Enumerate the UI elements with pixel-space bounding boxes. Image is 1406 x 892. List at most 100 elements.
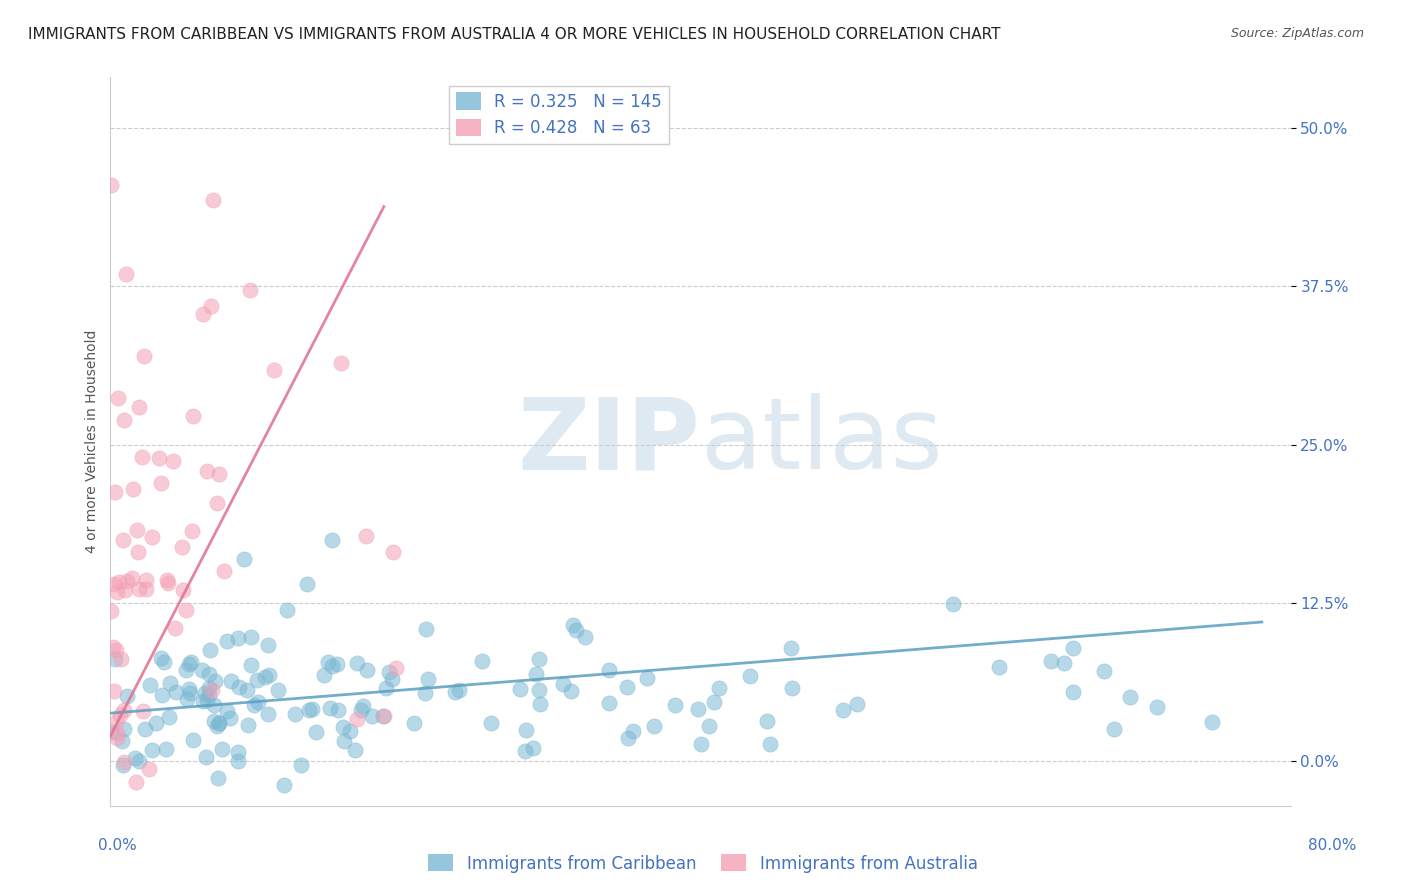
Point (110, 652, 132, 666)
Point (104, 485, 127, 500)
Point (112, 533, 135, 548)
Point (339, 723, 361, 738)
Point (243, 698, 266, 712)
Point (246, 695, 269, 709)
Text: 80.0%: 80.0% (1309, 838, 1357, 854)
Point (298, 703, 321, 717)
Point (373, 709, 395, 723)
Point (738, 669, 761, 683)
Point (215, 704, 238, 718)
Point (141, 743, 163, 757)
Point (115, 574, 138, 589)
Point (228, 680, 250, 694)
Point (108, 575, 131, 590)
Point (134, 349, 156, 363)
Point (1146, 699, 1168, 714)
Point (200, 299, 222, 313)
Point (121, 571, 143, 585)
Point (112, 413, 135, 427)
Point (636, 671, 658, 685)
Point (697, 719, 720, 733)
Point (112, 703, 135, 717)
Point (103, 576, 125, 591)
Point (194, 686, 217, 700)
Point (263, 363, 285, 377)
Point (254, 670, 277, 684)
Point (177, 657, 200, 672)
Point (191, 694, 214, 708)
Point (257, 706, 280, 721)
Point (326, 703, 349, 717)
Point (332, 720, 354, 734)
Point (319, 700, 342, 714)
Point (181, 733, 204, 747)
Point (236, 682, 259, 697)
Point (471, 654, 494, 668)
Point (149, 651, 172, 665)
Point (128, 400, 150, 414)
Point (846, 698, 869, 712)
Point (135, 573, 157, 587)
Point (529, 652, 551, 666)
Point (598, 664, 620, 678)
Point (138, 762, 160, 776)
Point (155, 742, 177, 756)
Point (316, 655, 339, 669)
Point (195, 693, 218, 707)
Point (214, 564, 236, 578)
Point (643, 719, 665, 733)
Point (942, 597, 965, 611)
Point (179, 686, 201, 700)
Point (104, 652, 127, 666)
Point (159, 676, 181, 690)
Point (195, 750, 218, 764)
Point (413, 686, 436, 700)
Point (574, 630, 596, 644)
Point (375, 681, 398, 696)
Point (150, 688, 173, 702)
Point (240, 630, 263, 644)
Point (176, 692, 198, 706)
Point (202, 698, 225, 712)
Point (273, 778, 295, 792)
Point (162, 454, 184, 468)
Point (205, 496, 228, 510)
Point (333, 733, 356, 747)
Point (1052, 656, 1074, 670)
Point (360, 709, 382, 723)
Point (352, 699, 374, 714)
Point (664, 698, 686, 712)
Point (561, 617, 583, 632)
Point (1040, 654, 1063, 668)
Point (181, 524, 204, 538)
Point (180, 655, 202, 669)
Point (1092, 664, 1115, 678)
Point (228, 745, 250, 759)
Point (205, 719, 228, 733)
Point (553, 677, 575, 691)
Point (356, 529, 378, 543)
Point (346, 712, 368, 726)
Point (689, 737, 711, 751)
Point (321, 659, 343, 673)
Legend: R = 0.325   N = 145, R = 0.428   N = 63: R = 0.325 N = 145, R = 0.428 N = 63 (449, 86, 669, 144)
Point (134, 722, 156, 736)
Point (100, 178, 122, 192)
Point (782, 681, 804, 696)
Point (217, 634, 239, 648)
Point (779, 640, 801, 655)
Point (198, 666, 221, 681)
Point (256, 638, 278, 652)
Y-axis label: 4 or more Vehicles in Household: 4 or more Vehicles in Household (86, 330, 100, 553)
Point (177, 681, 200, 696)
Point (246, 673, 269, 687)
Legend: Immigrants from Caribbean, Immigrants from Australia: Immigrants from Caribbean, Immigrants fr… (422, 847, 984, 880)
Point (105, 731, 128, 745)
Point (127, 545, 149, 559)
Point (1119, 690, 1142, 705)
Point (284, 706, 307, 721)
Point (100, 724, 122, 739)
Point (145, 716, 167, 731)
Point (1062, 685, 1084, 699)
Point (111, 734, 134, 748)
